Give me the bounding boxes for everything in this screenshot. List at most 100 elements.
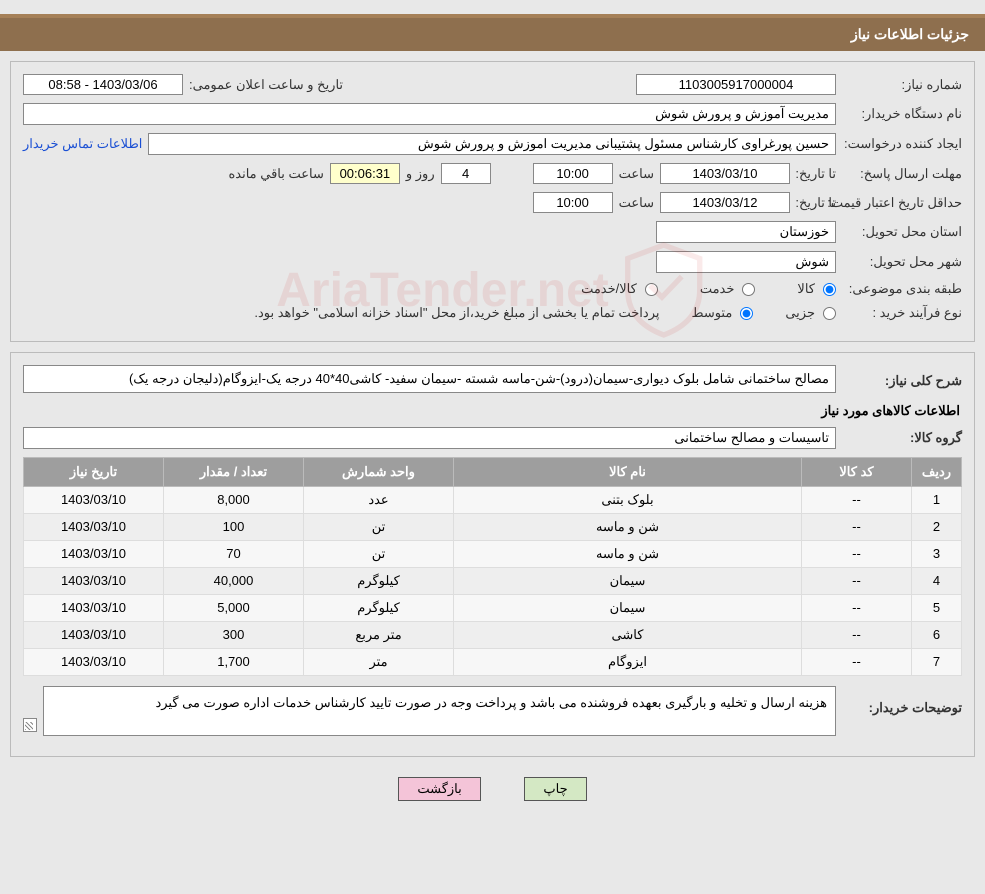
- validity-hour: 10:00: [533, 192, 613, 213]
- table-cell: 5,000: [164, 594, 304, 621]
- print-button[interactable]: چاپ: [524, 777, 586, 801]
- table-cell: --: [802, 648, 912, 675]
- buyer-label: نام دستگاه خریدار:: [842, 106, 962, 122]
- purchase-type-label: نوع فرآیند خرید :: [842, 305, 962, 321]
- time-remain: 00:06:31: [330, 163, 400, 184]
- table-cell: کیلوگرم: [304, 567, 454, 594]
- table-row: 7--ایزوگاممتر1,7001403/03/10: [24, 648, 962, 675]
- province-label: استان محل تحویل:: [842, 224, 962, 240]
- datetime-label: تاریخ و ساعت اعلان عمومی:: [189, 77, 343, 93]
- table-cell: کیلوگرم: [304, 594, 454, 621]
- table-cell: متر مربع: [304, 621, 454, 648]
- button-row: چاپ بازگشت: [0, 767, 985, 815]
- table-row: 3--شن و ماسهتن701403/03/10: [24, 540, 962, 567]
- table-cell: 1403/03/10: [24, 513, 164, 540]
- purchase-note: پرداخت تمام یا بخشی از مبلغ خرید،از محل …: [254, 305, 659, 321]
- validity-label: حداقل تاریخ اعتبار قیمت:: [827, 195, 962, 210]
- need-no-label: شماره نیاز:: [842, 77, 962, 93]
- requester-label: ایجاد کننده درخواست:: [842, 136, 962, 152]
- deadline-hour: 10:00: [533, 163, 613, 184]
- table-cell: --: [802, 513, 912, 540]
- table-header: تاریخ نیاز: [24, 457, 164, 486]
- table-header: واحد شمارش: [304, 457, 454, 486]
- table-cell: 1,700: [164, 648, 304, 675]
- city-label: شهر محل تحویل:: [842, 254, 962, 270]
- deadline-date: 1403/03/10: [660, 163, 790, 184]
- main-panel: شماره نیاز: 1103005917000004 تاریخ و ساع…: [10, 61, 975, 342]
- table-cell: تن: [304, 540, 454, 567]
- table-cell: --: [802, 621, 912, 648]
- table-cell: ایزوگام: [454, 648, 802, 675]
- table-cell: --: [802, 594, 912, 621]
- items-panel: شرح کلی نیاز: مصالح ساختمانی شامل بلوک د…: [10, 352, 975, 757]
- type-medium: متوسط: [691, 305, 732, 321]
- table-cell: 1403/03/10: [24, 567, 164, 594]
- radio-goods[interactable]: [823, 283, 836, 296]
- cat-goods-service: کالا/خدمت: [581, 281, 637, 297]
- table-row: 4--سیمانکیلوگرم40,0001403/03/10: [24, 567, 962, 594]
- hour-label-2: ساعت: [619, 195, 654, 211]
- table-cell: شن و ماسه: [454, 540, 802, 567]
- header-title: جزئیات اطلاعات نیاز: [851, 26, 969, 42]
- radio-service[interactable]: [742, 283, 755, 296]
- province-value: خوزستان: [656, 221, 836, 243]
- table-cell: --: [802, 567, 912, 594]
- deadline-label: مهلت ارسال پاسخ:: [842, 166, 962, 182]
- table-row: 1--بلوک بتنیعدد8,0001403/03/10: [24, 486, 962, 513]
- table-cell: شن و ماسه: [454, 513, 802, 540]
- table-header: تعداد / مقدار: [164, 457, 304, 486]
- table-header: نام کالا: [454, 457, 802, 486]
- top-bar: [0, 0, 985, 18]
- days-label: روز و: [406, 166, 435, 182]
- category-label: طبقه بندی موضوعی:: [842, 281, 962, 297]
- table-cell: 2: [912, 513, 962, 540]
- type-partial: جزیی: [785, 305, 815, 321]
- table-cell: 1403/03/10: [24, 594, 164, 621]
- contact-link[interactable]: اطلاعات تماس خریدار: [23, 136, 142, 152]
- table-cell: 4: [912, 567, 962, 594]
- table-cell: 1403/03/10: [24, 540, 164, 567]
- table-cell: 1403/03/10: [24, 648, 164, 675]
- radio-medium[interactable]: [740, 307, 753, 320]
- table-cell: --: [802, 486, 912, 513]
- items-title: اطلاعات كالاهای مورد نیاز: [25, 403, 960, 419]
- table-cell: بلوک بتنی: [454, 486, 802, 513]
- buyer-value: مدیریت آموزش و پرورش شوش: [23, 103, 836, 125]
- table-cell: سیمان: [454, 594, 802, 621]
- table-cell: 300: [164, 621, 304, 648]
- items-table: ردیفکد کالانام کالاواحد شمارشتعداد / مقد…: [23, 457, 962, 676]
- table-cell: 5: [912, 594, 962, 621]
- table-cell: 40,000: [164, 567, 304, 594]
- table-cell: 100: [164, 513, 304, 540]
- cat-goods: کالا: [797, 281, 815, 297]
- to-date-label-2: تا تاریخ:: [796, 195, 836, 211]
- table-cell: 1403/03/10: [24, 486, 164, 513]
- table-cell: کاشی: [454, 621, 802, 648]
- requester-value: حسین پورغراوی کارشناس مسئول پشتیبانی مدی…: [148, 133, 836, 155]
- resize-handle[interactable]: [23, 718, 37, 732]
- buyer-note-label: توضیحات خریدار:: [842, 686, 962, 736]
- group-label: گروه کالا:: [842, 430, 962, 446]
- table-row: 6--کاشیمتر مربع3001403/03/10: [24, 621, 962, 648]
- table-cell: تن: [304, 513, 454, 540]
- table-cell: عدد: [304, 486, 454, 513]
- city-value: شوش: [656, 251, 836, 273]
- table-cell: 3: [912, 540, 962, 567]
- table-row: 2--شن و ماسهتن1001403/03/10: [24, 513, 962, 540]
- desc-value: مصالح ساختمانی شامل بلوک دیواری-سیمان(در…: [23, 365, 836, 393]
- back-button[interactable]: بازگشت: [398, 777, 480, 801]
- table-cell: --: [802, 540, 912, 567]
- radio-goods-service[interactable]: [645, 283, 658, 296]
- table-cell: سیمان: [454, 567, 802, 594]
- page-header: جزئیات اطلاعات نیاز: [0, 18, 985, 51]
- desc-label: شرح کلی نیاز:: [842, 365, 962, 389]
- radio-partial[interactable]: [823, 307, 836, 320]
- table-header: کد کالا: [802, 457, 912, 486]
- table-cell: 1: [912, 486, 962, 513]
- hour-label-1: ساعت: [619, 166, 654, 182]
- table-cell: 7: [912, 648, 962, 675]
- table-header: ردیف: [912, 457, 962, 486]
- datetime-value: 1403/03/06 - 08:58: [23, 74, 183, 95]
- days-remain: 4: [441, 163, 491, 184]
- table-cell: متر: [304, 648, 454, 675]
